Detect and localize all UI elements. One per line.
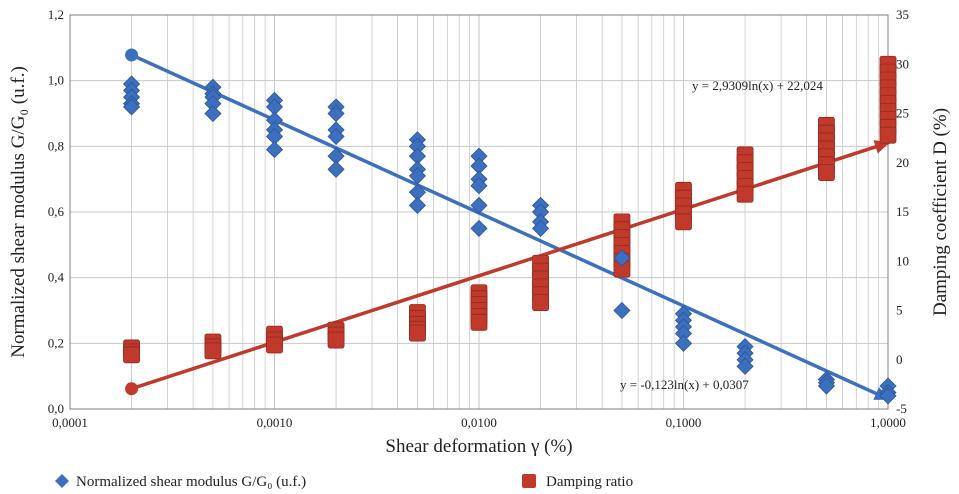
left-tick-label: 1,2 <box>48 7 64 22</box>
damping-trendline <box>125 140 890 396</box>
shear-modulus-point <box>674 334 693 352</box>
left-axis-label: Normalized shear modulus G/G₀ (u.f.) <box>8 66 29 358</box>
x-tick-label: 0,0001 <box>52 415 88 430</box>
damping-ratio-point <box>818 164 835 182</box>
shear-modulus-point <box>327 127 345 146</box>
damping-ratio-points <box>123 55 897 364</box>
x-tick-label: 0,0010 <box>257 415 293 430</box>
x-axis-ticks: 0,0001 0,0010 0,0100 0,1000 1,0000 <box>52 415 906 430</box>
right-tick-label: 5 <box>896 303 903 318</box>
grid-lines <box>69 14 888 410</box>
right-tick-label: 10 <box>896 253 909 268</box>
right-tick-label: 30 <box>896 56 909 71</box>
shear-modulus-points <box>122 75 897 405</box>
damping-trend-equation: y = 2,9309ln(x) + 22,024 <box>692 78 823 93</box>
shear-modulus-point <box>736 357 754 375</box>
shear-modulus-point <box>613 249 631 267</box>
shear-trend-equation: y = -0,123ln(x) + 0,0307 <box>620 377 749 392</box>
x-tick-label: 0,0100 <box>461 415 497 430</box>
damping-ratio-point <box>123 346 140 364</box>
right-axis-label: Damping coefficient D (%) <box>930 108 951 316</box>
shear-modulus-point <box>204 104 222 123</box>
right-tick-label: 35 <box>896 7 909 22</box>
plot-area <box>69 14 889 410</box>
shear-modulus-point <box>613 301 631 320</box>
right-tick-label: 20 <box>896 155 909 170</box>
shear-modulus-point <box>531 219 550 237</box>
x-tick-label: 0,1000 <box>666 415 702 430</box>
right-tick-label: 25 <box>896 106 909 121</box>
trendline-damping <box>129 141 890 391</box>
trendline-start-marker <box>125 382 139 396</box>
shear-modulus-trendline <box>125 48 890 401</box>
left-tick-label: 0,2 <box>48 335 64 350</box>
x-tick-label: 1,0000 <box>870 415 906 430</box>
legend-label-shear-modulus: Normalized shear modulus G/G₀ (u.f.) <box>76 474 306 490</box>
shear-modulus-point <box>408 196 427 214</box>
left-tick-label: 1,0 <box>48 73 64 88</box>
damping-ratio-point <box>327 331 345 349</box>
damping-ratio-point <box>879 126 897 144</box>
left-tick-label: 0,0 <box>48 401 64 416</box>
left-tick-label: 0,6 <box>48 204 65 219</box>
shear-modulus-point <box>470 219 488 237</box>
shear-modulus-point <box>817 377 836 395</box>
damping-ratio-point <box>532 294 549 312</box>
legend: Normalized shear modulus G/G₀ (u.f.) Dam… <box>55 474 633 490</box>
damping-ratio-point <box>736 185 754 203</box>
right-axis-ticks: -5 0 5 10 15 20 25 30 35 <box>896 7 909 416</box>
damping-ratio-point <box>204 342 222 360</box>
trendline-start-marker <box>125 48 139 62</box>
damping-ratio-point <box>675 213 692 231</box>
legend-square-marker <box>522 474 536 488</box>
shear-modulus-point <box>327 160 345 178</box>
damping-ratio-point <box>266 336 283 354</box>
trendline-shear <box>129 53 890 401</box>
legend-diamond-marker <box>55 474 69 488</box>
right-tick-label: 15 <box>896 204 909 219</box>
shear-modulus-point <box>122 98 141 116</box>
left-axis-ticks: 0,0 0,2 0,4 0,6 0,8 1,0 1,2 <box>48 7 65 416</box>
shear-modulus-point <box>265 141 284 159</box>
damping-ratio-point <box>409 324 426 342</box>
right-tick-label: -5 <box>896 401 907 416</box>
shear-modulus-point <box>879 387 897 405</box>
left-tick-label: 0,8 <box>48 138 64 153</box>
x-axis-label: Shear deformation γ (%) <box>385 436 572 457</box>
legend-label-damping-ratio: Damping ratio <box>546 474 633 490</box>
damping-ratio-point <box>470 313 488 331</box>
right-tick-label: 0 <box>896 352 903 367</box>
shear-modulus-point <box>470 196 488 214</box>
left-tick-label: 0,4 <box>48 270 65 285</box>
shear-modulus-point <box>470 177 488 195</box>
